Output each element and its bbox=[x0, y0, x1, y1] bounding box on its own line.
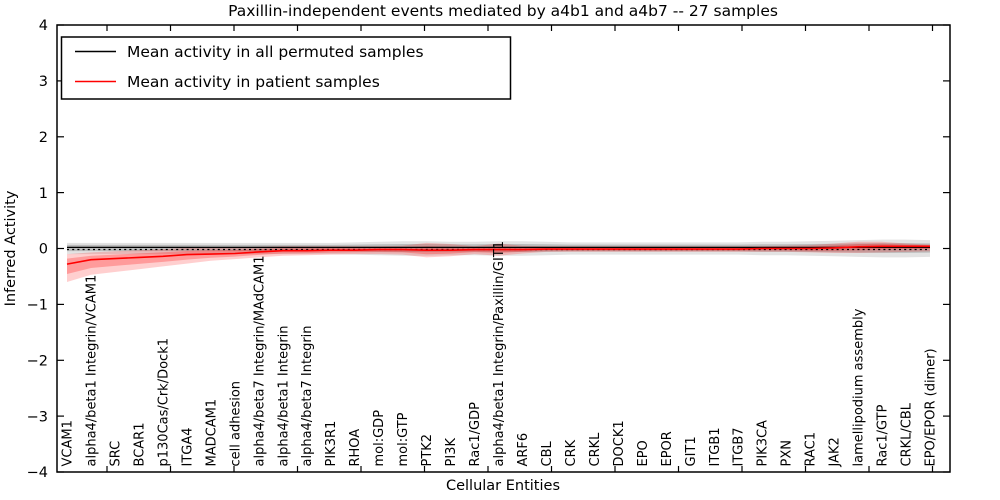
entity-label: GIT1 bbox=[684, 436, 699, 466]
entity-label: cell adhesion bbox=[228, 381, 243, 467]
entity-label: VCAM1 bbox=[61, 420, 76, 466]
y-tick-label: −1 bbox=[27, 298, 48, 314]
entity-label: lamellipodium assembly bbox=[852, 308, 867, 466]
chart-title: Paxillin-independent events mediated by … bbox=[228, 2, 778, 20]
entity-label: RHOA bbox=[348, 429, 363, 467]
plot-frame bbox=[56, 24, 951, 473]
band-patient-outer bbox=[67, 241, 930, 282]
entity-label: alpha4/beta7 Integrin bbox=[300, 325, 315, 466]
entity-label: CRKL bbox=[588, 432, 603, 467]
y-tick-label: 2 bbox=[39, 130, 48, 146]
entity-label: mol:GTP bbox=[396, 412, 411, 466]
entity-label: RAC1 bbox=[804, 432, 819, 467]
entity-label: alpha4/beta1 Integrin bbox=[276, 325, 291, 466]
y-tick-label: 3 bbox=[39, 74, 48, 90]
entity-label: DOCK1 bbox=[612, 420, 627, 466]
entity-label: mol:GDP bbox=[372, 410, 387, 467]
legend-label-patient: Mean activity in patient samples bbox=[127, 73, 380, 91]
entity-label: PIK3CA bbox=[756, 420, 771, 467]
legend-label-permuted: Mean activity in all permuted samples bbox=[127, 43, 424, 61]
axis-ticks-layer: 4 3 2 1 0 −1 −2 −3 −4 bbox=[27, 18, 950, 481]
entity-label: ITGB1 bbox=[708, 427, 723, 466]
entity-label: MADCAM1 bbox=[204, 399, 219, 467]
entity-label: CRK bbox=[564, 439, 579, 466]
entity-labels-layer: VCAM1 alpha4/beta1 Integrin/VCAM1 SRC BCAR1… bbox=[61, 241, 939, 468]
y-tick-label: 1 bbox=[39, 186, 48, 202]
y-tick-label: −4 bbox=[27, 465, 48, 481]
y-tick-label: −3 bbox=[27, 409, 48, 425]
entity-label: EPOR bbox=[660, 431, 675, 466]
y-tick-label: 4 bbox=[39, 18, 48, 34]
entity-label: SRC bbox=[108, 441, 123, 467]
legend: Mean activity in all permuted samples Me… bbox=[60, 36, 512, 100]
entity-label: ITGB7 bbox=[732, 427, 747, 466]
entity-label: EPO bbox=[636, 440, 651, 466]
entity-label: ITGA4 bbox=[180, 427, 195, 466]
entity-label: PTK2 bbox=[420, 434, 435, 467]
y-tick-label: −2 bbox=[27, 353, 48, 369]
entity-label: PI3K bbox=[444, 438, 459, 467]
entity-label: CBL bbox=[540, 441, 555, 467]
entity-label: p130Cas/Crk/Dock1 bbox=[156, 338, 171, 467]
entity-label: BCAR1 bbox=[132, 423, 147, 467]
entity-label: JAK2 bbox=[828, 437, 843, 467]
entity-label: CRKL/CBL bbox=[900, 402, 915, 466]
entity-label: ARF6 bbox=[516, 433, 531, 467]
entity-label: alpha4/beta1 Integrin/VCAM1 bbox=[85, 275, 100, 467]
y-axis-label: Inferred Activity bbox=[3, 190, 19, 306]
entity-label: Rac1/GTP bbox=[876, 404, 891, 466]
legend-box bbox=[60, 36, 512, 100]
x-axis-label: Cellular Entities bbox=[446, 478, 560, 494]
entity-label: PIK3R1 bbox=[324, 421, 339, 467]
entity-label: EPO/EPOR (dimer) bbox=[924, 348, 939, 466]
y-tick-label: 0 bbox=[39, 242, 48, 258]
entity-label: Rac1/GDP bbox=[468, 402, 483, 467]
entity-label: alpha4/beta7 Integrin/MAdCAM1 bbox=[252, 256, 267, 467]
entity-label: PXN bbox=[780, 440, 795, 466]
line-patient-mean bbox=[66, 245, 930, 265]
mean-lines-layer bbox=[66, 245, 930, 265]
entity-label: alpha4/beta1 Integrin/Paxillin/GIT1 bbox=[492, 241, 507, 467]
band-permuted-outer bbox=[67, 239, 930, 258]
